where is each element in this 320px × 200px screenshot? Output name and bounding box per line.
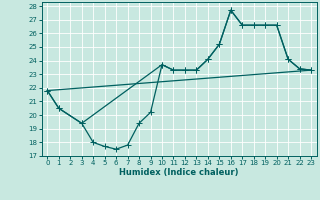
X-axis label: Humidex (Indice chaleur): Humidex (Indice chaleur) — [119, 168, 239, 177]
